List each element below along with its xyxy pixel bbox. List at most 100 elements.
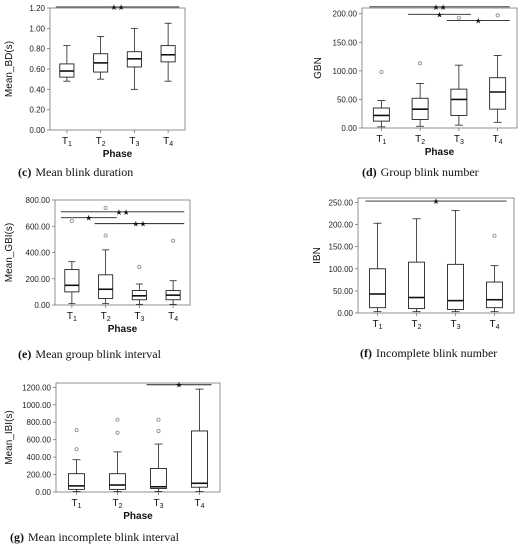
iqr-box xyxy=(64,269,80,293)
x-tick-label: T1 xyxy=(67,311,77,323)
significance-mark: ★ xyxy=(85,214,92,223)
outlier-point xyxy=(171,238,176,243)
y-tick-label: 0.00 xyxy=(337,309,353,318)
panel-caption: (e) Mean group blink interval xyxy=(18,347,162,361)
y-tick-label: 150.00 xyxy=(329,243,354,252)
x-tick-label: T4 xyxy=(489,319,499,331)
box-T2 xyxy=(411,61,429,127)
outlier-point xyxy=(156,428,161,433)
x-tick-label: T2 xyxy=(101,311,111,323)
box-T1 xyxy=(64,218,80,305)
outlier-point xyxy=(418,61,423,66)
significance-mark: ★★ xyxy=(110,3,124,12)
iqr-box xyxy=(450,88,468,116)
caption-letter: (f) xyxy=(360,346,372,360)
box-T2 xyxy=(98,205,114,305)
box-T3 xyxy=(450,15,468,126)
y-tick-label: 0.40 xyxy=(29,85,45,94)
y-tick-label: 400.00 xyxy=(26,249,51,258)
x-axis-title: Phase xyxy=(103,149,133,160)
y-tick-label: 1.00 xyxy=(29,24,45,33)
x-tick-label: T3 xyxy=(129,136,139,148)
box-T4 xyxy=(165,238,181,305)
box-T1 xyxy=(59,45,75,82)
y-tick-label: 1000.00 xyxy=(22,401,51,410)
x-tick-label: T1 xyxy=(62,136,72,148)
panel-caption: (d) Group blink number xyxy=(362,165,479,179)
panel-caption: (c) Mean blink duration xyxy=(18,165,133,179)
outlier-point xyxy=(379,70,384,75)
chart-panel-f: 0.00 50.00 100.00 150.00 200.00 250.00 T1 T2 T3 T… xyxy=(312,197,515,360)
y-tick-label: 50.00 xyxy=(333,287,354,296)
caption-text: Group blink number xyxy=(381,165,479,179)
panel-caption: (g) Mean incomplete blink interval xyxy=(10,530,180,544)
x-axis-title: Phase xyxy=(108,324,138,335)
iqr-box xyxy=(447,263,464,310)
box-T2 xyxy=(109,417,126,492)
x-tick-label: T2 xyxy=(411,319,421,331)
outlier-point xyxy=(156,417,161,422)
iqr-box xyxy=(408,261,425,310)
significance-mark: ★★ xyxy=(132,220,146,229)
y-axis-title: Mean_GBI(s) xyxy=(4,223,15,282)
iqr-box xyxy=(372,107,390,122)
y-tick-label: 0.20 xyxy=(29,106,45,115)
y-axis-title: IBN xyxy=(312,247,323,264)
y-tick-label: 100.00 xyxy=(333,67,358,76)
caption-letter: (g) xyxy=(10,530,24,544)
y-tick-label: 100.00 xyxy=(329,265,354,274)
outlier-point xyxy=(495,13,500,18)
panel-caption: (f) Incomplete blink number xyxy=(360,346,497,360)
iqr-box xyxy=(109,473,126,490)
y-tick-label: 200.00 xyxy=(26,275,51,284)
iqr-box xyxy=(98,274,114,299)
y-axis-title: Mean_IBI(s) xyxy=(4,410,15,464)
y-tick-label: 400.00 xyxy=(27,453,52,462)
caption-letter: (c) xyxy=(18,165,31,179)
x-tick-label: T2 xyxy=(112,498,122,510)
outlier-point xyxy=(69,218,74,223)
box-T3 xyxy=(131,264,147,305)
x-tick-label: T3 xyxy=(134,311,144,323)
outlier-point xyxy=(74,428,79,433)
iqr-box xyxy=(369,268,386,309)
x-tick-label: T1 xyxy=(372,319,382,331)
iqr-box xyxy=(150,468,167,489)
plot-frame xyxy=(55,382,221,493)
x-tick-label: T2 xyxy=(96,136,106,148)
y-tick-label: 600.00 xyxy=(26,222,51,231)
outlier-point xyxy=(115,417,120,422)
caption-letter: (e) xyxy=(18,347,31,361)
plot-frame xyxy=(361,7,518,129)
significance-mark: ★ xyxy=(436,10,443,19)
iqr-box xyxy=(191,430,208,488)
y-tick-label: 50.00 xyxy=(337,95,358,104)
x-tick-label: T2 xyxy=(415,134,425,146)
x-tick-label: T3 xyxy=(450,319,460,331)
y-tick-label: 250.00 xyxy=(329,198,354,207)
significance-mark: ★ xyxy=(432,197,439,206)
y-tick-label: 0.00 xyxy=(34,301,50,310)
y-tick-label: 600.00 xyxy=(27,436,52,445)
y-tick-label: 0.00 xyxy=(341,124,357,133)
y-tick-label: 800.00 xyxy=(27,418,52,427)
y-tick-label: 200.00 xyxy=(27,471,52,480)
significance-mark: ★ xyxy=(175,381,182,390)
y-axis-title: GBN xyxy=(313,57,324,79)
iqr-box xyxy=(489,77,507,110)
caption-text: Mean blink duration xyxy=(35,165,133,179)
y-tick-label: 0.60 xyxy=(29,65,45,74)
iqr-box xyxy=(486,281,503,309)
box-T4 xyxy=(486,233,503,313)
y-tick-label: 800.00 xyxy=(26,196,51,205)
x-axis-title: Phase xyxy=(123,511,153,522)
box-T1 xyxy=(372,70,390,128)
box-T2 xyxy=(93,36,109,80)
box-T4 xyxy=(191,388,208,492)
outlier-point xyxy=(492,233,497,238)
y-tick-label: 0.00 xyxy=(35,488,51,497)
outlier-point xyxy=(103,233,108,238)
outlier-point xyxy=(137,264,142,269)
